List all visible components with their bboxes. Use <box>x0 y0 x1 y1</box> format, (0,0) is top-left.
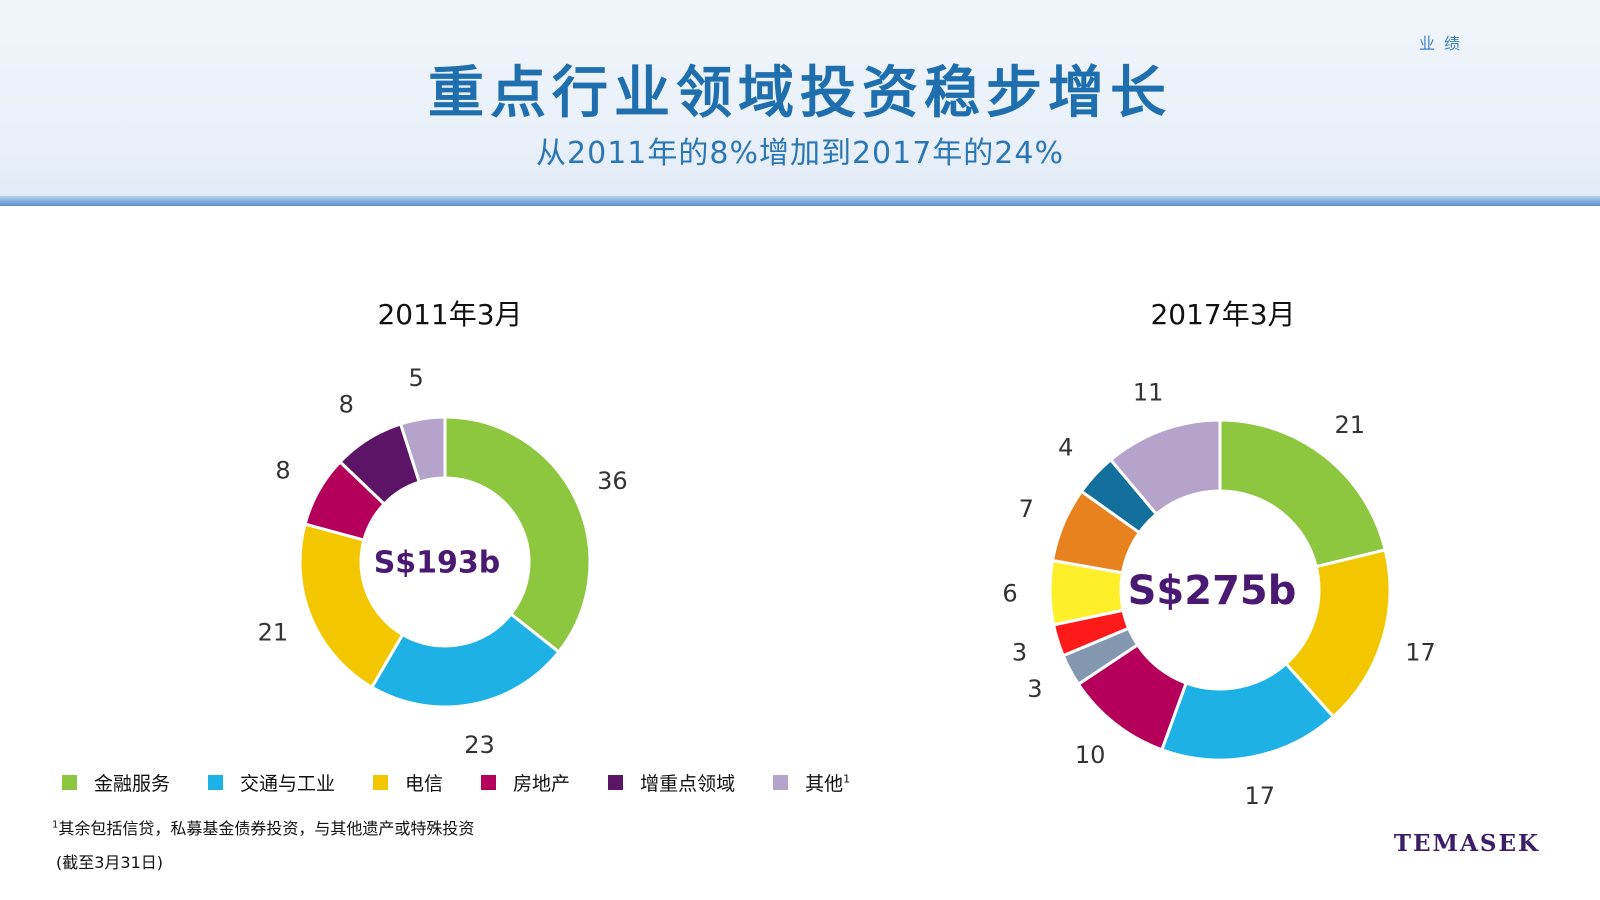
donut-segment <box>443 415 592 655</box>
segment-value-label: 5 <box>409 364 424 392</box>
segment-value-label: 17 <box>1244 782 1275 810</box>
donut-center-total: S$275b <box>1128 568 1297 614</box>
segment-value-label: 7 <box>1019 495 1034 523</box>
donut-segment <box>369 611 561 709</box>
legend-item: 电信 <box>373 769 443 796</box>
segment-value-label: 8 <box>275 457 290 485</box>
legend-label: 电信 <box>405 772 444 795</box>
donut-center-total: S$193b <box>374 546 501 581</box>
legend-swatch <box>208 774 224 790</box>
chart-legend: 金融服务 交通与工业 电信 房地产 增重点领域 其他1 <box>62 768 888 796</box>
legend-swatch <box>62 774 77 790</box>
legend-label: 交通与工业 <box>240 772 336 795</box>
legend-swatch <box>773 774 789 790</box>
segment-value-label: 8 <box>339 390 354 418</box>
legend-swatch <box>608 774 624 790</box>
page-subtitle: 从2011年的8%增加到2017年的24% <box>536 136 1064 171</box>
date-note: (截至3月31日) <box>56 853 164 872</box>
segment-value-label: 4 <box>1058 434 1073 462</box>
legend-label: 其他1 <box>805 772 851 795</box>
chart-title-2011: 2011年3月 <box>377 298 523 331</box>
legend-label: 增重点领域 <box>640 772 736 795</box>
legend-item: 增重点领域 <box>608 769 735 796</box>
header-band <box>0 0 1600 204</box>
legend-footnote-marker: 1 <box>843 772 851 786</box>
legend-item: 交通与工业 <box>208 769 335 796</box>
segment-value-label: 6 <box>1002 579 1017 607</box>
donut-2017: 21 17 17 10 33 6 7 4 11 S$275b <box>1002 379 1435 811</box>
segment-value-label: 21 <box>258 619 289 647</box>
footnote-text: 其余包括信贷，私募基金债券投资，与其他遗产或特殊投资 <box>58 819 475 838</box>
donut-segment <box>398 415 447 484</box>
footnote-marker: 1 <box>52 819 59 831</box>
legend-item: 其他1 <box>773 769 850 796</box>
segment-value-label: 21 <box>1335 411 1366 439</box>
legend-label: 房地产 <box>513 772 571 795</box>
chart-title-2017: 2017年3月 <box>1150 298 1296 331</box>
segment-value-label: 10 <box>1075 741 1106 769</box>
donut-2011: 36 23 21 8 8 5 S$193b <box>258 364 628 759</box>
legend-swatch <box>481 774 497 790</box>
segment-value-label: 3 <box>1027 675 1042 703</box>
segment-value-label: 23 <box>464 731 495 759</box>
legend-item: 房地产 <box>481 769 570 796</box>
segment-value-label: 11 <box>1133 379 1164 407</box>
donut-segment <box>1218 418 1388 569</box>
footnote: 1其余包括信贷，私募基金债券投资，与其他遗产或特殊投资 <box>52 815 474 839</box>
legend-item: 金融服务 <box>62 769 170 796</box>
legend-swatch <box>373 774 389 790</box>
segment-value-label: 17 <box>1405 638 1436 666</box>
section-tag: 业 绩 <box>1418 34 1462 53</box>
header-divider <box>0 196 1600 206</box>
segment-value-label: 36 <box>597 467 628 495</box>
segment-value-label: 3 <box>1012 638 1027 666</box>
legend-label: 金融服务 <box>94 772 171 795</box>
temasek-logo: TEMASEK <box>1393 830 1540 857</box>
donut-segment <box>1108 418 1222 517</box>
page-title: 重点行业领域投资稳步增长 <box>428 61 1172 126</box>
